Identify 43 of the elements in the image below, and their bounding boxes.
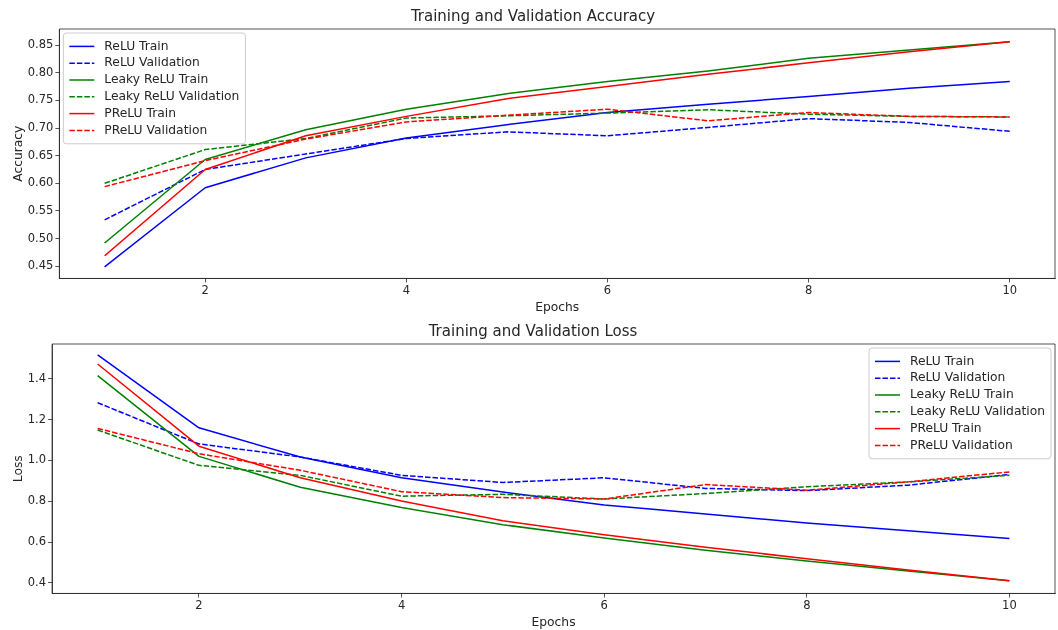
- y-tick-label: 0.80: [27, 64, 54, 79]
- x-tick-label: 4: [402, 283, 410, 298]
- y-tick-label: 1.2: [27, 411, 47, 426]
- x-tick-label: 4: [397, 598, 406, 613]
- x-tick-label: 6: [600, 598, 608, 613]
- y-tick-label: 0.6: [27, 534, 47, 549]
- y-tick-label: 0.65: [27, 147, 54, 162]
- x-tick-label: 8: [804, 283, 813, 298]
- legend-label: Leaky ReLU Train: [909, 387, 1014, 402]
- legend-label: PReLU Train: [909, 420, 982, 435]
- x-axis-title: Epochs: [531, 614, 576, 629]
- x-tick-label: 2: [195, 598, 203, 613]
- y-tick-label: 0.55: [27, 202, 54, 217]
- y-axis-title: Accuracy: [10, 125, 25, 182]
- legend-label: Leaky ReLU Validation: [909, 404, 1045, 418]
- y-tick-label: 0.45: [27, 258, 54, 273]
- legend-label: ReLU Validation: [909, 370, 1006, 385]
- legend-label: PReLU Validation: [909, 437, 1013, 452]
- y-tick-label: 0.70: [27, 119, 54, 134]
- y-tick-label: 1.0: [27, 452, 47, 467]
- legend-label: ReLU Train: [104, 38, 169, 53]
- y-tick-label: 0.8: [27, 493, 47, 508]
- y-tick-label: 0.60: [27, 175, 54, 190]
- chart-title: Training and Validation Loss: [427, 321, 638, 340]
- y-tick-label: 1.4: [27, 370, 47, 385]
- y-axis-title: Loss: [10, 455, 25, 483]
- legend-label: PReLU Train: [104, 105, 177, 120]
- x-tick-label: 10: [1002, 283, 1018, 298]
- legend-label: PReLU Validation: [104, 122, 208, 137]
- x-tick-label: 10: [1002, 598, 1017, 613]
- chart-title: Training and Validation Accuracy: [409, 6, 656, 25]
- x-tick-label: 8: [803, 598, 811, 613]
- y-tick-label: 0.50: [27, 230, 54, 245]
- x-tick-label: 6: [603, 283, 612, 298]
- y-tick-label: 0.75: [27, 92, 54, 107]
- x-axis-title: Epochs: [535, 299, 580, 314]
- legend-label: Leaky ReLU Validation: [104, 89, 240, 103]
- legend-label: ReLU Train: [909, 353, 975, 368]
- legend-label: Leaky ReLU Train: [104, 72, 209, 87]
- y-tick-label: 0.4: [27, 574, 47, 589]
- x-tick-label: 2: [201, 283, 209, 298]
- y-tick-label: 0.85: [27, 37, 54, 52]
- legend-label: ReLU Validation: [104, 55, 200, 70]
